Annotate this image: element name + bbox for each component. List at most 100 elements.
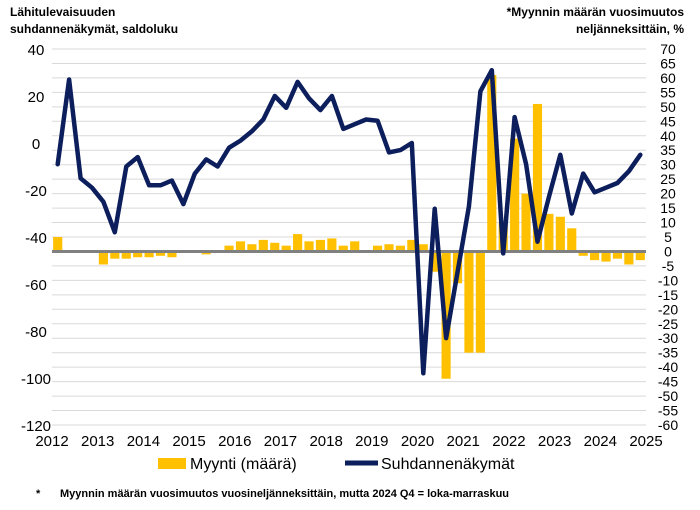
right-tick-label: -55 <box>658 403 678 419</box>
bar <box>224 245 234 252</box>
bar <box>521 193 531 252</box>
right-axis-ticks: 7065605550454035302520151050-5-10-15-20-… <box>658 41 678 433</box>
bar <box>304 241 314 252</box>
bar <box>98 251 108 265</box>
bar <box>235 241 246 252</box>
right-tick-label: -15 <box>658 287 678 303</box>
bar <box>155 251 166 256</box>
right-tick-label: -60 <box>658 417 678 433</box>
right-tick-label: 30 <box>660 157 676 173</box>
footnote-text: Myynnin määrän vuosimuutos vuosineljänne… <box>60 488 510 500</box>
footnote: * Myynnin määrän vuosimuutos vuosineljänn… <box>36 488 509 500</box>
right-tick-label: 60 <box>660 70 676 86</box>
x-tick-label: 2020 <box>401 433 434 450</box>
right-tick-label: -40 <box>658 359 678 375</box>
line-series <box>55 67 643 376</box>
bar <box>350 241 360 252</box>
right-tick-label: 40 <box>660 128 676 144</box>
right-tick-label: -20 <box>658 301 678 317</box>
bar <box>430 251 440 272</box>
left-tick-label: -40 <box>25 230 47 247</box>
bar <box>510 138 520 252</box>
left-axis-ticks: 40 20 0 -20 -40 -60 -80 -100 -120 <box>21 42 51 435</box>
bar <box>270 242 280 252</box>
right-axis-title-line-1: *Myynnin määrän vuosimuutos <box>506 5 684 19</box>
right-tick-label: 5 <box>664 229 672 245</box>
bar <box>167 251 177 258</box>
bar <box>612 251 623 259</box>
bar <box>293 234 303 252</box>
right-tick-label: 0 <box>664 243 672 259</box>
legend: Myynti (määrä) Suhdannenäkymät <box>158 456 515 473</box>
left-tick-label: 40 <box>28 42 45 59</box>
bar <box>624 251 634 265</box>
bar <box>315 239 326 252</box>
x-tick-label: 2014 <box>127 433 160 450</box>
bar <box>532 103 543 252</box>
legend-label-myynti: Myynti (määrä) <box>190 456 297 473</box>
right-tick-label: 15 <box>660 200 676 216</box>
series-line-suhdannenakymat <box>55 67 643 376</box>
right-tick-label: 20 <box>660 186 676 202</box>
left-axis-title: Lähitulevaisuuden suhdannenäkymät, saldo… <box>10 4 178 38</box>
right-axis-title: *Myynnin määrän vuosimuutos neljänneksit… <box>507 4 684 38</box>
bar <box>464 251 474 353</box>
left-tick-label: 20 <box>28 89 45 106</box>
bar <box>372 245 383 252</box>
x-tick-label: 2023 <box>538 433 571 450</box>
left-axis-title-line-2: suhdannenäkymät, saldoluku <box>10 22 179 36</box>
left-tick-label: -120 <box>21 418 51 435</box>
right-tick-label: -5 <box>662 258 675 274</box>
bar <box>258 239 268 252</box>
right-tick-label: -45 <box>658 374 678 390</box>
bar <box>110 251 120 259</box>
x-tick-label: 2024 <box>584 433 617 450</box>
bar <box>590 251 600 261</box>
bar <box>121 251 131 259</box>
legend-label-suhdannenakymat: Suhdannenäkymät <box>381 456 515 473</box>
right-tick-label: -50 <box>658 388 678 404</box>
right-tick-label: 65 <box>660 55 676 71</box>
x-tick-label: 2022 <box>492 433 525 450</box>
x-tick-label: 2012 <box>35 433 68 450</box>
bar <box>635 251 645 261</box>
bar <box>544 213 554 252</box>
left-axis-title-line-1: Lähitulevaisuuden <box>10 5 116 19</box>
x-tick-label: 2015 <box>172 433 205 450</box>
bar <box>53 237 63 252</box>
bar <box>567 228 577 252</box>
x-tick-label: 2025 <box>629 433 662 450</box>
right-tick-label: -25 <box>658 316 678 332</box>
x-tick-label: 2021 <box>447 433 480 450</box>
right-tick-label: 70 <box>660 41 676 57</box>
bar <box>487 75 497 252</box>
right-tick-label: 10 <box>660 215 676 231</box>
x-tick-label: 2013 <box>81 433 114 450</box>
x-tick-label: 2016 <box>218 433 251 450</box>
left-tick-label: 0 <box>32 136 40 153</box>
x-tick-label: 2019 <box>355 433 388 450</box>
x-tick-label: 2018 <box>309 433 342 450</box>
bar-series <box>53 75 645 379</box>
x-tick-label: 2017 <box>264 433 297 450</box>
bar <box>475 251 485 353</box>
bar <box>407 239 417 252</box>
bar <box>555 216 565 252</box>
left-tick-label: -20 <box>25 183 47 200</box>
left-tick-label: -60 <box>25 277 47 294</box>
right-tick-label: -35 <box>658 345 678 361</box>
right-tick-label: 55 <box>660 84 676 100</box>
x-axis-ticks: 2012 2013 2014 2015 2016 2017 2018 2019 2020 2021… <box>35 433 662 450</box>
right-tick-label: 35 <box>660 142 676 158</box>
bar <box>327 238 337 252</box>
bar <box>601 251 611 262</box>
bar <box>338 245 348 252</box>
right-tick-label: 50 <box>660 99 676 115</box>
right-axis-title-line-2: neljänneksittäin, % <box>575 22 684 36</box>
left-tick-label: -100 <box>21 371 51 388</box>
bar <box>395 245 405 252</box>
legend-swatch-myynti <box>158 458 186 469</box>
right-tick-label: -10 <box>658 272 678 288</box>
bar <box>578 251 588 256</box>
